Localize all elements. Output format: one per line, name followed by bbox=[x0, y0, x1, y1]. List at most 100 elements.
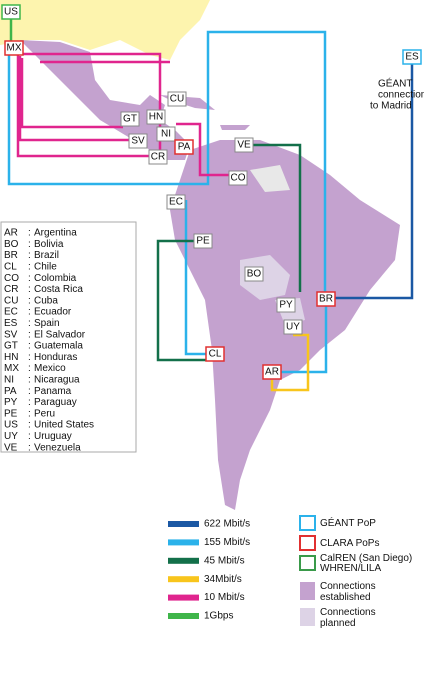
country-sep: : bbox=[28, 295, 31, 306]
guianas bbox=[250, 165, 290, 192]
legend-label: 10 Mbit/s bbox=[204, 592, 245, 603]
legend-label-line: Connections bbox=[320, 607, 376, 618]
country-code: SV bbox=[4, 329, 18, 340]
node-label: UY bbox=[286, 322, 300, 333]
country-sep: : bbox=[28, 318, 31, 329]
country-sep: : bbox=[28, 341, 31, 352]
country-code: PA bbox=[4, 386, 17, 397]
country-code: EC bbox=[4, 307, 18, 318]
legend-swatch bbox=[168, 576, 199, 583]
country-code: AR bbox=[4, 228, 18, 239]
legend-label-line: Connections bbox=[320, 581, 376, 592]
legend-label: 34Mbit/s bbox=[204, 574, 242, 585]
node-label: BR bbox=[319, 294, 333, 305]
node-box bbox=[4, 40, 24, 56]
node-box bbox=[128, 133, 148, 149]
legend-label-line: established bbox=[320, 592, 371, 603]
legend-label: 155 Mbit/s bbox=[204, 537, 250, 548]
country-code: CR bbox=[4, 284, 18, 295]
node-label: PA bbox=[178, 142, 191, 153]
legend-swatch bbox=[168, 594, 199, 601]
country-name: Argentina bbox=[34, 228, 77, 239]
country-code: CU bbox=[4, 295, 18, 306]
legend-label-line: planned bbox=[320, 618, 356, 629]
country-name: Panama bbox=[34, 386, 72, 397]
node-label: ES bbox=[405, 52, 419, 63]
legend-label: GÉANT PoP bbox=[320, 516, 376, 529]
country-sep: : bbox=[28, 250, 31, 261]
country-sep: : bbox=[28, 352, 31, 363]
country-name: Ecuador bbox=[34, 307, 72, 318]
legend-label-line: CLARA PoPs bbox=[320, 538, 379, 549]
country-sep: : bbox=[28, 228, 31, 239]
legend-swatch bbox=[168, 521, 199, 527]
bolivia bbox=[240, 255, 290, 300]
legend-label-line: GÉANT PoP bbox=[320, 516, 376, 529]
legend-label: Connections planned bbox=[320, 607, 376, 629]
annotation: connection bbox=[378, 90, 424, 101]
node-box bbox=[193, 233, 213, 249]
node-box bbox=[276, 297, 296, 313]
legend-area bbox=[300, 582, 315, 600]
node-box bbox=[234, 137, 254, 153]
central-america bbox=[20, 40, 190, 160]
legend-pop-box bbox=[299, 555, 316, 571]
node-label: NI bbox=[161, 129, 171, 140]
country-name: Bolivia bbox=[34, 239, 64, 250]
country-code: PE bbox=[4, 408, 18, 419]
country-name: Cuba bbox=[34, 295, 58, 306]
node-box bbox=[316, 291, 336, 307]
node-label: CR bbox=[151, 152, 165, 163]
node-box bbox=[402, 49, 422, 65]
country-code: HN bbox=[4, 352, 18, 363]
country-name: Peru bbox=[34, 408, 55, 419]
country-name: Paraguay bbox=[34, 397, 77, 408]
node-label: SV bbox=[131, 136, 145, 147]
country-code: US bbox=[4, 420, 18, 431]
annotation: GÉANT bbox=[378, 77, 412, 90]
node-label: AR bbox=[265, 367, 279, 378]
node-label: PY bbox=[279, 300, 293, 311]
annotation: to Madrid bbox=[370, 101, 412, 112]
node-box bbox=[244, 266, 264, 282]
north-america bbox=[0, 0, 210, 60]
country-name: Uruguay bbox=[34, 431, 72, 442]
legend-label: 622 Mbit/s bbox=[204, 519, 250, 530]
node-box bbox=[148, 149, 168, 165]
country-name: Venezuela bbox=[34, 442, 81, 453]
node-box bbox=[156, 126, 176, 142]
node-label: BO bbox=[247, 269, 262, 280]
country-code: PY bbox=[4, 397, 18, 408]
country-name: El Salvador bbox=[34, 329, 86, 340]
country-code: ES bbox=[4, 318, 18, 329]
country-sep: : bbox=[28, 273, 31, 284]
country-sep: : bbox=[28, 239, 31, 250]
legend-swatch bbox=[168, 539, 199, 546]
country-sep: : bbox=[28, 262, 31, 273]
node-label: GT bbox=[123, 114, 137, 125]
country-code: NI bbox=[4, 375, 14, 386]
node-box bbox=[283, 319, 303, 335]
country-sep: : bbox=[28, 431, 31, 442]
node-box bbox=[166, 194, 186, 210]
node-label: PE bbox=[196, 236, 210, 247]
legend-area bbox=[300, 608, 315, 626]
legend-label: CLARA PoPs bbox=[320, 538, 379, 549]
country-sep: : bbox=[28, 307, 31, 318]
code-list-box bbox=[0, 221, 137, 453]
country-code: MX bbox=[4, 363, 19, 374]
country-code: CL bbox=[4, 262, 17, 273]
country-name: Brazil bbox=[34, 250, 59, 261]
country-name: United States bbox=[34, 420, 94, 431]
country-sep: : bbox=[28, 408, 31, 419]
node-box bbox=[146, 109, 166, 125]
country-sep: : bbox=[28, 442, 31, 453]
country-name: Guatemala bbox=[34, 341, 83, 352]
node-box bbox=[262, 364, 282, 380]
node-box bbox=[167, 91, 187, 107]
country-sep: : bbox=[28, 329, 31, 340]
country-name: Colombia bbox=[34, 273, 77, 284]
country-name: Mexico bbox=[34, 363, 66, 374]
legend-label: Connections established bbox=[320, 581, 376, 603]
